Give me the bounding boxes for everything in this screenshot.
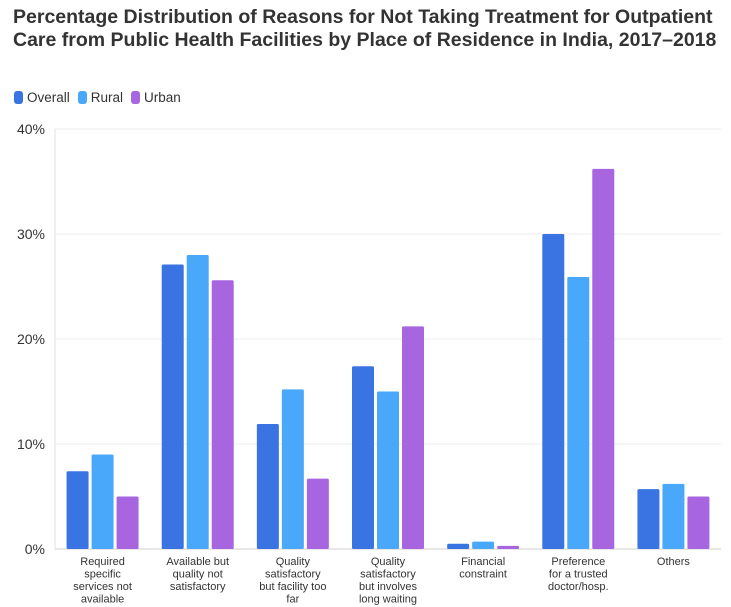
x-category-label-line: doctor/hosp. [548,581,609,593]
y-tick-label: 20% [17,331,45,347]
x-category-label-line: available [81,594,124,606]
x-category-label: Others [657,556,691,568]
legend-swatch-urban [131,91,141,104]
bar-urban-5[interactable] [592,168,615,549]
x-category-label-line: Quality [371,556,406,568]
bar-urban-1[interactable] [211,280,234,549]
bar-rural-6[interactable] [662,483,685,549]
x-category-label-line: long waiting [359,594,417,606]
bar-rural-2[interactable] [281,389,304,549]
bar-urban-3[interactable] [402,326,424,549]
bar-overall-4[interactable] [447,543,470,549]
x-category-label: Quality satisfactory but involves long wait… [359,556,418,606]
legend-label-urban: Urban [144,90,181,105]
legend-item-rural[interactable]: Rural [77,90,124,105]
bar-overall-5[interactable] [542,234,565,549]
x-category-label-line: satisfactory [170,581,226,593]
x-category-label-line: but facility too [259,581,326,593]
x-category-label-line: Financial [461,556,505,568]
bar-rural-5[interactable] [567,277,590,549]
legend-swatch-overall [14,91,23,104]
bar-urban-0[interactable] [116,496,139,550]
x-category-label-line: Others [657,556,691,568]
x-category-label: Financial constraint [459,556,507,581]
x-category-label: Available but quality not satisfactory [166,556,229,593]
bar-overall-3[interactable] [352,366,374,549]
bar-overall-0[interactable] [66,471,89,549]
x-category-label: Preference for a trusted doctor/hosp. [548,556,609,593]
x-category-label: Quality satisfactory but facility too far [259,556,326,606]
x-category-label-line: quality not [173,569,223,581]
bar-overall-2[interactable] [256,424,279,549]
bar-rural-0[interactable] [91,454,114,550]
legend-item-overall[interactable]: Overall [14,90,70,105]
bar-rural-3[interactable] [377,391,399,550]
x-category-label-line: Available but [166,556,229,568]
chart-title: Percentage Distribution of Reasons for N… [13,6,717,51]
legend-label-rural: Rural [90,90,124,105]
y-tick-label: 0% [25,541,45,557]
legend-label-overall: Overall [27,90,70,105]
y-tick-label: 30% [17,226,45,242]
bar-rural-1[interactable] [186,255,209,549]
y-tick-label: 10% [17,436,45,452]
y-tick-label: 40% [17,121,45,137]
bar-urban-2[interactable] [306,478,329,549]
x-category-label-line: far [286,594,299,606]
x-category-label-line: Required [80,556,125,568]
x-category-label-line: constraint [459,569,507,581]
legend-swatch-rural [77,91,87,104]
x-category-label-line: but involves [359,581,418,593]
x-category-label-line: Quality [276,556,311,568]
x-category-label-line: satisfactory [265,569,321,581]
bar-rural-4[interactable] [472,541,495,549]
bar-urban-4[interactable] [497,545,520,549]
x-category-label: Required specific services not available [73,556,132,606]
x-category-label-line: satisfactory [360,569,416,581]
legend-item-urban[interactable]: Urban [131,90,181,105]
x-category-label-line: specific [84,569,121,581]
bar-overall-6[interactable] [637,489,660,549]
bar-overall-1[interactable] [161,264,184,549]
bar-urban-6[interactable] [687,496,710,550]
x-category-label-line: services not [73,581,132,593]
x-category-label-line: Preference [551,556,605,568]
chart-legend: Overall Rural Urban [14,90,189,105]
x-category-label-line: for a trusted [549,569,608,581]
